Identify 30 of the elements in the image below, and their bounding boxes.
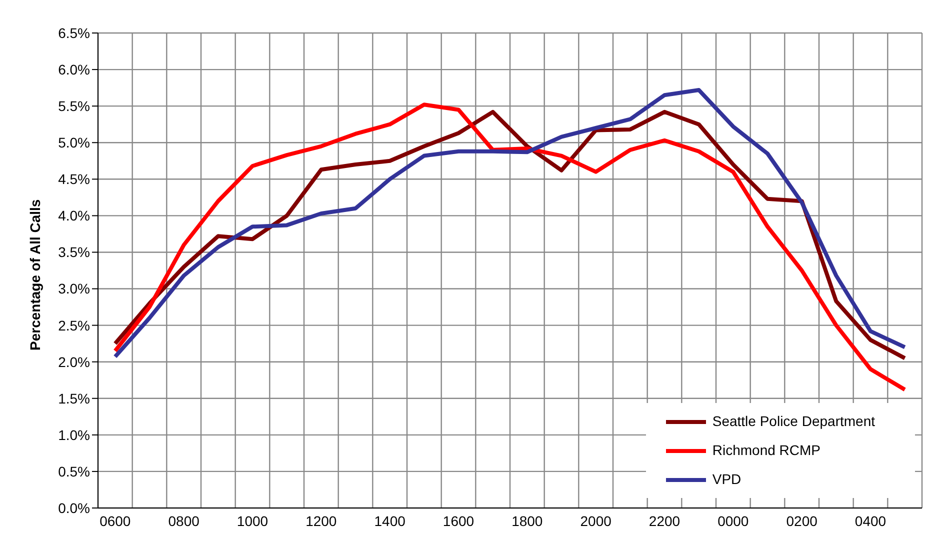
legend-label: VPD — [712, 470, 742, 489]
y-tick-label: 0.0% — [58, 500, 90, 516]
y-tick-label: 4.0% — [58, 208, 90, 224]
y-tick-label: 1.5% — [58, 390, 90, 406]
legend-label: Seattle Police Department — [712, 412, 875, 431]
legend-label: Richmond RCMP — [712, 441, 820, 460]
x-tick-label: 1800 — [512, 512, 543, 529]
y-tick-label: 2.0% — [58, 354, 90, 370]
y-tick-label: 5.5% — [58, 98, 90, 114]
y-tick-label: 0.5% — [58, 463, 90, 480]
y-tick-label: 4.5% — [58, 171, 90, 188]
x-tick-label: 2000 — [580, 512, 612, 529]
x-tick-label: 0000 — [718, 512, 749, 529]
x-tick-label: 2200 — [648, 512, 680, 529]
x-tick-label: 0200 — [786, 512, 818, 529]
x-tick-label: 1400 — [374, 512, 406, 529]
y-tick-label: 3.5% — [58, 244, 90, 260]
x-tick-label: 0600 — [100, 512, 131, 529]
x-tick-label: 1000 — [236, 512, 268, 529]
y-tick-label: 5.0% — [58, 134, 90, 151]
y-tick-label: 3.0% — [58, 280, 90, 297]
y-tick-label: 2.5% — [58, 317, 90, 334]
x-tick-label: 0800 — [168, 512, 200, 529]
x-tick-label: 1200 — [306, 512, 337, 529]
y-tick-label: 6.5% — [58, 24, 90, 41]
y-tick-label: 1.0% — [58, 426, 90, 443]
y-tick-label: 6.0% — [58, 62, 90, 78]
x-tick-label: 0400 — [854, 512, 886, 529]
y-axis-title: Percentage of All Calls — [26, 199, 43, 350]
x-tick-label: 1600 — [442, 512, 474, 529]
